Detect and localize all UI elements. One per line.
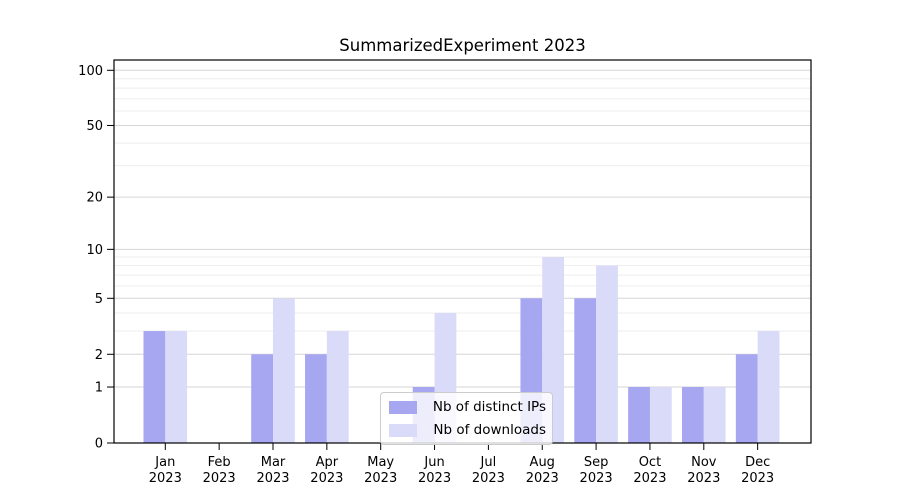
bar-distinct-ips-sep bbox=[574, 298, 597, 443]
x-tick-label-mar: Mar bbox=[261, 455, 286, 470]
bar-distinct-ips-jan bbox=[143, 331, 166, 443]
bar-downloads-mar bbox=[273, 298, 295, 443]
chart-title: SummarizedExperiment 2023 bbox=[339, 36, 586, 55]
x-tick-label-feb: Feb bbox=[208, 455, 231, 470]
y-tick-label-10: 10 bbox=[86, 243, 103, 258]
x-tick-label-nov: Nov bbox=[691, 455, 717, 470]
bar-downloads-jan bbox=[165, 331, 188, 443]
bar-distinct-ips-oct bbox=[628, 387, 650, 443]
legend-swatch-downloads bbox=[389, 423, 417, 437]
x-tick-year-oct: 2023 bbox=[633, 471, 666, 486]
x-tick-year-jan: 2023 bbox=[149, 471, 182, 486]
x-tick-label-may: May bbox=[367, 455, 394, 470]
y-tick-label-50: 50 bbox=[86, 119, 103, 134]
legend-label-distinct-ips: Nb of distinct IPs bbox=[432, 399, 546, 415]
y-tick-label-100: 100 bbox=[78, 64, 103, 79]
bar-distinct-ips-nov bbox=[682, 387, 704, 443]
x-tick-year-aug: 2023 bbox=[526, 471, 559, 486]
y-tick-label-0: 0 bbox=[95, 437, 103, 452]
y-tick-label-1: 1 bbox=[95, 381, 103, 396]
bar-downloads-apr bbox=[326, 331, 349, 443]
x-tick-year-mar: 2023 bbox=[256, 471, 289, 486]
x-tick-year-sep: 2023 bbox=[580, 471, 613, 486]
x-tick-label-dec: Dec bbox=[745, 455, 770, 470]
bar-downloads-nov bbox=[703, 387, 726, 443]
legend: Nb of distinct IPs Nb of downloads bbox=[380, 392, 553, 445]
x-tick-year-jul: 2023 bbox=[472, 471, 505, 486]
bar-downloads-dec bbox=[757, 331, 780, 443]
x-tick-year-nov: 2023 bbox=[687, 471, 720, 486]
legend-item-distinct-ips: Nb of distinct IPs bbox=[387, 399, 546, 415]
x-tick-year-feb: 2023 bbox=[203, 471, 236, 486]
bar-distinct-ips-dec bbox=[735, 354, 758, 443]
x-tick-label-apr: Apr bbox=[316, 455, 339, 470]
x-tick-year-dec: 2023 bbox=[741, 471, 774, 486]
x-tick-label-sep: Sep bbox=[584, 455, 609, 470]
bar-distinct-ips-apr bbox=[305, 354, 327, 443]
x-tick-year-apr: 2023 bbox=[310, 471, 343, 486]
bar-downloads-oct bbox=[649, 387, 672, 443]
bar-downloads-sep bbox=[596, 265, 618, 443]
bar-distinct-ips-mar bbox=[251, 354, 273, 443]
legend-item-downloads: Nb of downloads bbox=[387, 422, 546, 438]
y-tick-label-5: 5 bbox=[95, 292, 103, 307]
x-tick-year-jun: 2023 bbox=[418, 471, 451, 486]
legend-label-downloads: Nb of downloads bbox=[433, 422, 546, 438]
plot-border bbox=[113, 59, 812, 444]
legend-swatch-distinct-ips bbox=[389, 400, 417, 414]
x-tick-label-jun: Jun bbox=[423, 455, 444, 470]
y-tick-label-20: 20 bbox=[86, 191, 103, 206]
x-tick-label-oct: Oct bbox=[639, 455, 661, 470]
x-tick-label-jan: Jan bbox=[154, 455, 175, 470]
y-tick-label-2: 2 bbox=[95, 348, 103, 363]
x-tick-label-jul: Jul bbox=[480, 455, 497, 470]
x-tick-year-may: 2023 bbox=[364, 471, 397, 486]
x-tick-label-aug: Aug bbox=[530, 455, 555, 470]
